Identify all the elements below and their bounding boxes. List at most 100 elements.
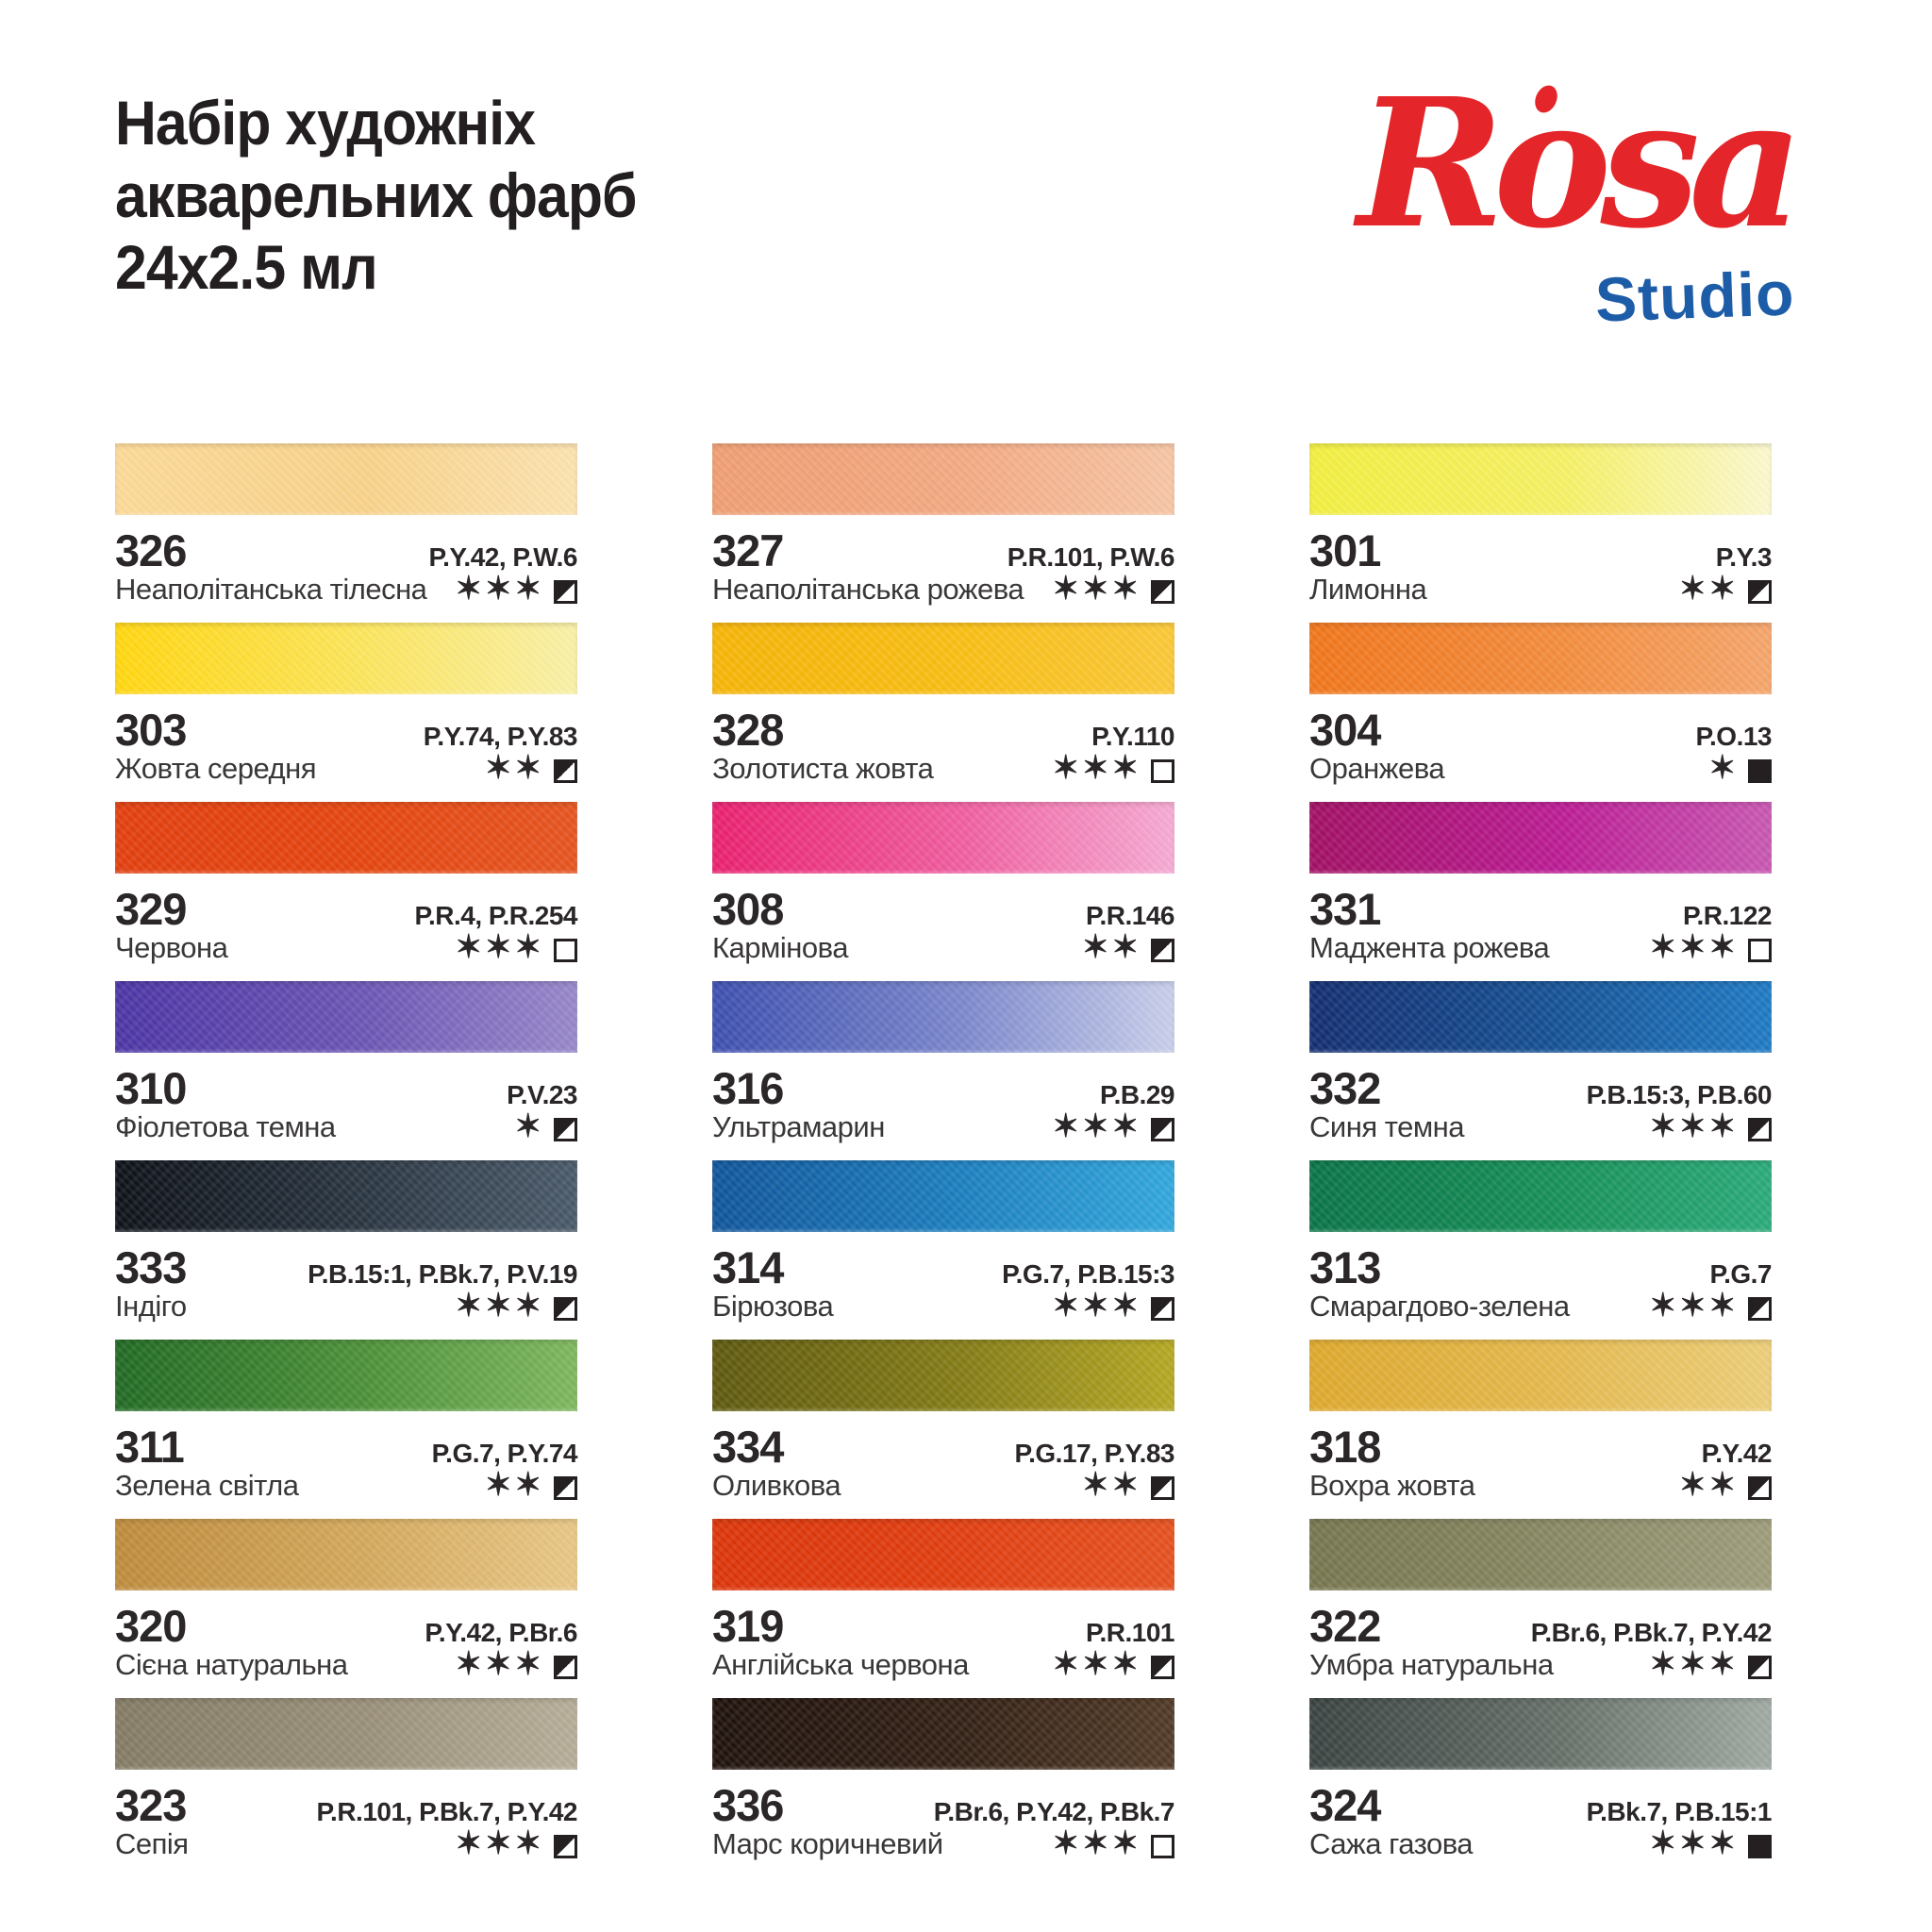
paint-meta-row: 331 P.R.122 [1309, 883, 1773, 934]
paint-meta-row: 334 P.G.17, P.Y.83 [712, 1421, 1175, 1472]
paint-pigments: P.R.122 [1682, 901, 1773, 930]
paint-cell: 334 P.G.17, P.Y.83 Оливкова ✶✶ [712, 1340, 1175, 1506]
opacity-square-icon [1748, 1117, 1772, 1141]
paint-marks: ✶✶✶ [456, 1645, 577, 1683]
paint-name-row: Неаполітанська тілесна ✶✶✶ [115, 570, 577, 609]
paint-name: Марс коричневий [712, 1827, 943, 1860]
lightfastness-stars: ✶✶✶ [1052, 571, 1141, 607]
paint-number: 323 [115, 1780, 187, 1830]
paint-pigments: P.R.146 [1085, 901, 1175, 930]
opacity-square-icon [554, 758, 577, 783]
paint-cell: 311 P.G.7, P.Y.74 Зелена світла ✶✶ [115, 1340, 578, 1506]
paint-name: Зелена світла [115, 1469, 299, 1502]
paint-cell: 320 P.Y.42, P.Br.6 Сієна натуральна ✶✶✶ [115, 1519, 577, 1685]
paint-name: Кармінова [712, 931, 848, 964]
paint-meta-row: 304 P.O.13 [1309, 704, 1772, 755]
paint-swatch [712, 1519, 1174, 1591]
paint-cell: 316 P.B.29 Ультрамарин ✶✶✶ [712, 981, 1175, 1147]
lightfastness-stars: ✶✶ [1082, 929, 1141, 965]
paint-pigments: P.Br.6, P.Bk.7, P.Y.42 [1530, 1618, 1773, 1647]
paint-name: Синя темна [1309, 1110, 1465, 1143]
paint-cell: 308 P.R.146 Кармінова ✶✶ [712, 802, 1175, 968]
opacity-square-icon [1151, 758, 1174, 783]
opacity-square-icon [554, 1475, 577, 1500]
paint-cell: 304 P.O.13 Оранжева ✶ [1309, 623, 1772, 789]
lightfastness-stars: ✶✶✶ [1649, 1825, 1739, 1861]
paint-number: 303 [115, 705, 187, 755]
paint-cell: 336 P.Br.6, P.Y.42, P.Bk.7 Марс коричнев… [712, 1698, 1175, 1864]
paint-name-row: Оливкова ✶✶ [712, 1466, 1174, 1506]
opacity-square-icon [1151, 1655, 1174, 1679]
paint-pigments: P.Y.42 [1701, 1439, 1773, 1468]
rosa-brand-wordmark: Rosa [1357, 59, 1804, 268]
paint-name-row: Фіолетова темна ✶ [115, 1108, 577, 1147]
opacity-square-icon [1151, 1296, 1174, 1321]
paint-meta-row: 316 P.B.29 [712, 1062, 1175, 1113]
paint-cell: 322 P.Br.6, P.Bk.7, P.Y.42 Умбра натурал… [1309, 1519, 1773, 1685]
paint-number: 336 [712, 1780, 784, 1830]
paint-name-row: Вохра жовта ✶✶ [1309, 1466, 1772, 1506]
paint-marks: ✶ [515, 1108, 577, 1145]
paint-pigments: P.Y.110 [1091, 722, 1174, 751]
paint-swatch [1309, 1698, 1772, 1770]
paint-meta-row: 313 P.G.7 [1309, 1241, 1773, 1292]
paint-meta-row: 322 P.Br.6, P.Bk.7, P.Y.42 [1309, 1600, 1773, 1651]
paint-meta-row: 326 P.Y.42, P.W.6 [115, 525, 578, 575]
opacity-square-icon [554, 1655, 577, 1679]
paint-marks: ✶ [1709, 749, 1772, 787]
paint-cell: 331 P.R.122 Маджента рожева ✶✶✶ [1309, 802, 1773, 968]
paint-swatch [115, 1698, 577, 1770]
paint-pigments: P.G.7 [1709, 1259, 1773, 1289]
paint-name-row: Бірюзова ✶✶✶ [712, 1287, 1174, 1326]
paint-marks: ✶✶✶ [1650, 928, 1772, 966]
paint-marks: ✶✶✶ [1650, 1824, 1772, 1862]
paint-name-row: Сієна натуральна ✶✶✶ [115, 1645, 577, 1685]
page-title: Набір художніх акварельних фарб 24х2.5 м… [115, 87, 638, 304]
paint-name: Бірюзова [712, 1290, 834, 1323]
page-title-line: Набір художніх [115, 88, 536, 158]
rosa-studio-logo: Rosa Studio [1321, 75, 1811, 358]
paint-number: 304 [1309, 705, 1381, 755]
paint-pigments: P.G.7, P.Y.74 [431, 1439, 578, 1468]
paint-marks: ✶✶✶ [456, 928, 577, 966]
paint-cell: 327 P.R.101, P.W.6 Неаполітанська рожева… [712, 443, 1175, 609]
opacity-square-icon [1748, 1296, 1772, 1321]
paint-pigments: P.Y.74, P.Y.83 [423, 722, 578, 751]
studio-sub-wordmark: Studio [1593, 258, 1796, 335]
paint-name-row: Лимонна ✶✶ [1309, 570, 1772, 609]
paint-swatch [712, 443, 1174, 515]
paint-number: 324 [1309, 1780, 1381, 1830]
paint-grid: 326 P.Y.42, P.W.6 Неаполітанська тілесна… [115, 443, 1773, 1864]
paint-meta-row: 303 P.Y.74, P.Y.83 [115, 704, 578, 755]
paint-marks: ✶✶ [1082, 928, 1174, 966]
paint-cell: 329 P.R.4, P.R.254 Червона ✶✶✶ [115, 802, 577, 968]
paint-name: Маджента рожева [1309, 931, 1550, 964]
paint-cell: 326 P.Y.42, P.W.6 Неаполітанська тілесна… [115, 443, 578, 609]
paint-marks: ✶✶ [1679, 1466, 1772, 1504]
paint-swatch [115, 1340, 577, 1411]
paint-name: Червона [115, 931, 228, 964]
paint-cell: 333 P.B.15:1, P.Bk.7, P.V.19 Індіго ✶✶✶ [115, 1160, 577, 1326]
paint-marks: ✶✶ [1679, 570, 1772, 608]
paint-number: 314 [712, 1242, 784, 1292]
paint-number: 313 [1309, 1242, 1381, 1292]
paint-number: 311 [115, 1422, 185, 1472]
paint-meta-row: 320 P.Y.42, P.Br.6 [115, 1600, 577, 1651]
paint-name: Золотиста жовта [712, 752, 934, 785]
paint-marks: ✶✶ [485, 1466, 577, 1504]
paint-swatch [115, 802, 577, 874]
paint-marks: ✶✶✶ [1053, 1824, 1174, 1862]
opacity-square-icon [1748, 758, 1772, 783]
paint-number: 319 [712, 1601, 784, 1651]
page-title-line: акварельних фарб [115, 159, 638, 230]
paint-pigments: P.Bk.7, P.B.15:1 [1586, 1797, 1773, 1826]
paint-name-row: Маджента рожева ✶✶✶ [1309, 928, 1772, 968]
opacity-square-icon [1748, 579, 1772, 604]
lightfastness-stars: ✶✶✶ [455, 1646, 544, 1682]
paint-number: 322 [1309, 1601, 1381, 1651]
paint-name: Сієна натуральна [115, 1648, 348, 1681]
paint-name: Сажа газова [1309, 1827, 1474, 1860]
paint-name-row: Синя темна ✶✶✶ [1309, 1108, 1772, 1147]
paint-number: 320 [115, 1601, 187, 1651]
paint-number: 333 [115, 1242, 187, 1292]
